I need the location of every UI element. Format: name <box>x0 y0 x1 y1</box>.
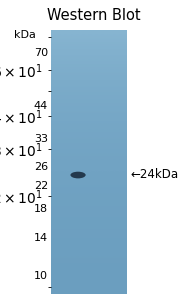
Ellipse shape <box>70 172 86 178</box>
Text: Western Blot: Western Blot <box>47 8 141 22</box>
Text: ←24kDa: ←24kDa <box>131 169 179 182</box>
Text: kDa: kDa <box>14 30 36 40</box>
